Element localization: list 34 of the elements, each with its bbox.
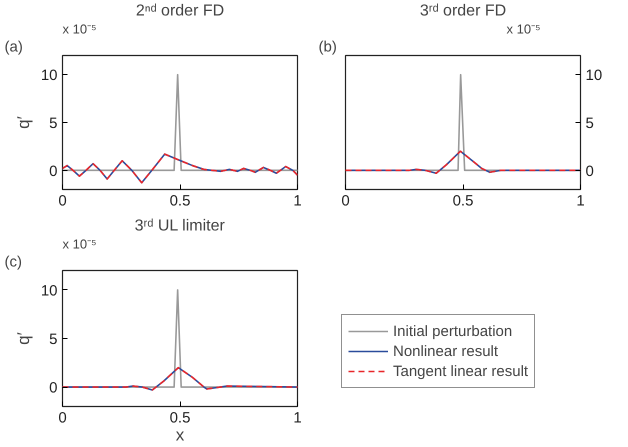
chart-title: 3ʳᵈ UL limiter: [134, 218, 226, 234]
y-tick-label: 0: [49, 380, 58, 397]
y2-tick-label: 10: [586, 67, 602, 84]
line-series: [62, 366, 298, 391]
text: (a): [4, 38, 23, 56]
x-tick-label: 0.5: [170, 410, 190, 426]
x-axis-title: x: [176, 426, 185, 444]
x-tick-label: 0: [341, 192, 350, 210]
line-series: [346, 150, 580, 174]
legend-label: Nonlinear result: [393, 342, 498, 360]
text: x 10⁻⁵: [506, 22, 541, 36]
legend-label: Initial perturbation: [393, 322, 512, 340]
x-tick-label: 0.5: [170, 192, 190, 210]
y-tick-label: 5: [49, 331, 58, 348]
text: (b): [318, 38, 337, 56]
x-tick-label: 0.5: [452, 192, 474, 210]
y-tick-label: 0: [49, 162, 58, 180]
y2-tick-label: 5: [586, 115, 594, 132]
y-tick-label: 10: [40, 282, 58, 300]
legend-label: Tangent linear result: [393, 362, 528, 380]
y-axis-title: q′: [14, 332, 33, 345]
y-axis-title: q′: [14, 116, 33, 129]
text: x 10⁻⁵: [62, 22, 96, 36]
y2-tick-label: 0: [586, 162, 594, 180]
line-series: [62, 153, 298, 184]
y-tick-label: 5: [49, 115, 58, 132]
chart-title: 2ⁿᵈ order FD: [136, 2, 224, 20]
text: (c): [4, 254, 22, 270]
y-tick-label: 10: [40, 67, 58, 84]
x-tick-label: 1: [576, 192, 585, 210]
x-tick-label: 1: [293, 192, 302, 210]
chart-title: 3ʳᵈ order FD: [420, 2, 506, 20]
x-tick-label: 1: [293, 410, 302, 426]
text: x 10⁻⁵: [62, 236, 96, 252]
